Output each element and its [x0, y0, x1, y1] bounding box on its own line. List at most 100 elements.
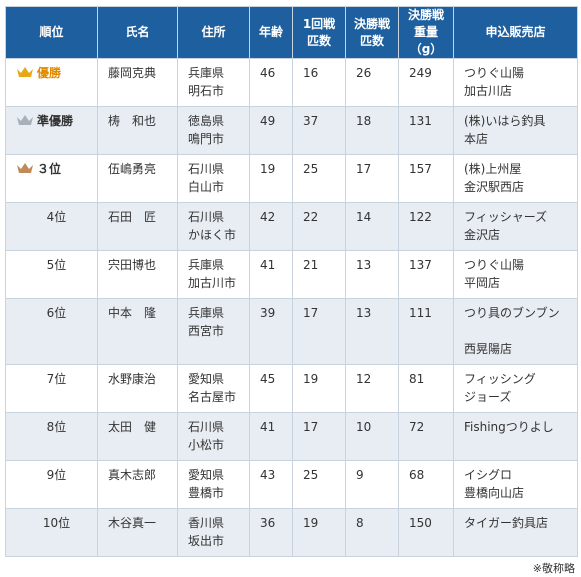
address-cell: 愛知県 名古屋市: [177, 364, 250, 413]
rank-label: 10位: [42, 516, 71, 530]
final-count-text: 13: [356, 258, 372, 272]
address-cell: 石川県 かほく市: [177, 202, 250, 251]
city-text: 白山市: [188, 180, 225, 194]
final-weight-text: 81: [409, 372, 425, 386]
age-text: 49: [260, 114, 276, 128]
prefecture-text: 愛知県: [188, 372, 225, 386]
shop-line2: 平岡店: [464, 276, 501, 290]
city-text: 明石市: [188, 84, 225, 98]
header-round1-line2: 匹数: [306, 33, 331, 48]
city-text: 加古川市: [188, 276, 237, 290]
rank-cell: 9位: [5, 460, 98, 509]
table-row: 8位 太田 健 石川県 小松市 41 17 10 72 Fishingつりよし: [5, 412, 578, 461]
name-text: 水野康治: [108, 372, 157, 386]
prefecture-text: 徳島県: [188, 114, 225, 128]
age-cell: 49: [249, 106, 293, 155]
round1-count-text: 19: [303, 372, 319, 386]
round1-count-cell: 25: [292, 154, 346, 203]
shop-line2: 豊橋向山店: [464, 486, 525, 500]
table-row: 9位 真木志郎 愛知県 豊橋市 43 25 9 68 イシグロ 豊橋向山店: [5, 460, 578, 509]
name-text: 藤岡克典: [108, 66, 157, 80]
final-weight-cell: 68: [398, 460, 454, 509]
final-count-text: 13: [356, 306, 372, 320]
address-cell: 香川県 坂出市: [177, 508, 250, 557]
prefecture-text: 石川県: [188, 420, 225, 434]
shop-line2: 本店: [464, 132, 489, 146]
age-text: 19: [260, 162, 276, 176]
address-cell: 愛知県 豊橋市: [177, 460, 250, 509]
silver-crown-icon: [17, 115, 33, 125]
age-cell: 42: [249, 202, 293, 251]
name-text: 木谷真一: [108, 516, 157, 530]
city-text: 名古屋市: [188, 390, 237, 404]
rank-cell: ３位: [5, 154, 98, 203]
city-text: かほく市: [188, 228, 237, 242]
header-final-weight-line1: 決勝戦: [407, 8, 444, 22]
shop-line1: つりぐ山陽: [464, 66, 525, 80]
round1-count-cell: 21: [292, 250, 346, 299]
name-cell: 藤岡克典: [97, 58, 178, 107]
city-text: 西宮市: [188, 324, 225, 338]
round1-count-text: 17: [303, 306, 319, 320]
rank-cell: 10位: [5, 508, 98, 557]
age-text: 43: [260, 468, 276, 482]
name-cell: 梼 和也: [97, 106, 178, 155]
final-count-text: 18: [356, 114, 372, 128]
footnote: ※敬称略: [532, 562, 575, 575]
results-table: 順位 氏名 住所 年齢 1回戦 匹数 決勝戦 匹数 決勝戦 重量（g） 申込販売店 優…: [5, 6, 578, 557]
final-count-cell: 8: [345, 508, 399, 557]
shop-cell: フィッシング ジョーズ: [453, 364, 578, 413]
final-weight-text: 122: [409, 210, 432, 224]
final-weight-cell: 137: [398, 250, 454, 299]
name-text: 宍田博也: [108, 258, 157, 272]
final-count-cell: 13: [345, 298, 399, 365]
address-cell: 徳島県 鳴門市: [177, 106, 250, 155]
age-cell: 46: [249, 58, 293, 107]
name-cell: 中本 隆: [97, 298, 178, 365]
final-count-text: 8: [356, 516, 364, 530]
final-count-cell: 17: [345, 154, 399, 203]
table-row: 5位 宍田博也 兵庫県 加古川市 41 21 13 137 つりぐ山陽 平岡店: [5, 250, 578, 299]
city-text: 豊橋市: [188, 486, 225, 500]
table-row: 7位 水野康治 愛知県 名古屋市 45 19 12 81 フィッシング ジョーズ: [5, 364, 578, 413]
final-weight-cell: 81: [398, 364, 454, 413]
spacer: [464, 322, 577, 340]
name-text: 太田 健: [108, 420, 157, 434]
round1-count-cell: 22: [292, 202, 346, 251]
age-cell: 39: [249, 298, 293, 365]
shop-line1: タイガー釣具店: [464, 516, 549, 530]
name-cell: 石田 匠: [97, 202, 178, 251]
prefecture-text: 愛知県: [188, 468, 225, 482]
final-weight-text: 111: [409, 306, 432, 320]
final-weight-text: 137: [409, 258, 432, 272]
name-cell: 太田 健: [97, 412, 178, 461]
shop-line1: Fishingつりよし: [464, 420, 554, 434]
table-row: 準優勝 梼 和也 徳島県 鳴門市 49 37 18 131 (株)いはら釣具 本店: [5, 106, 578, 155]
header-final-weight-line2: 重量（g）: [409, 25, 443, 56]
rank-label: 6位: [46, 306, 67, 320]
name-text: 伍嶋勇亮: [108, 162, 157, 176]
age-text: 45: [260, 372, 276, 386]
rank-label: 優勝: [37, 66, 62, 80]
name-text: 真木志郎: [108, 468, 157, 482]
age-cell: 36: [249, 508, 293, 557]
prefecture-text: 石川県: [188, 210, 225, 224]
shop-line2: 西晃陽店: [464, 342, 513, 356]
final-count-cell: 10: [345, 412, 399, 461]
age-text: 46: [260, 66, 276, 80]
final-count-text: 10: [356, 420, 372, 434]
age-text: 36: [260, 516, 276, 530]
final-count-text: 17: [356, 162, 372, 176]
round1-count-cell: 17: [292, 412, 346, 461]
shop-cell: (株)いはら釣具 本店: [453, 106, 578, 155]
rank-label: 7位: [46, 372, 67, 386]
shop-line1: イシグロ: [464, 468, 513, 482]
age-cell: 19: [249, 154, 293, 203]
bronze-crown-icon: [17, 163, 33, 173]
shop-cell: タイガー釣具店: [453, 508, 578, 557]
rank-cell: 4位: [5, 202, 98, 251]
header-age: 年齢: [249, 6, 293, 59]
shop-line1: (株)上州屋: [464, 162, 522, 176]
table-header: 順位 氏名 住所 年齢 1回戦 匹数 決勝戦 匹数 決勝戦 重量（g） 申込販売店: [5, 6, 578, 59]
rank-cell: 6位: [5, 298, 98, 365]
